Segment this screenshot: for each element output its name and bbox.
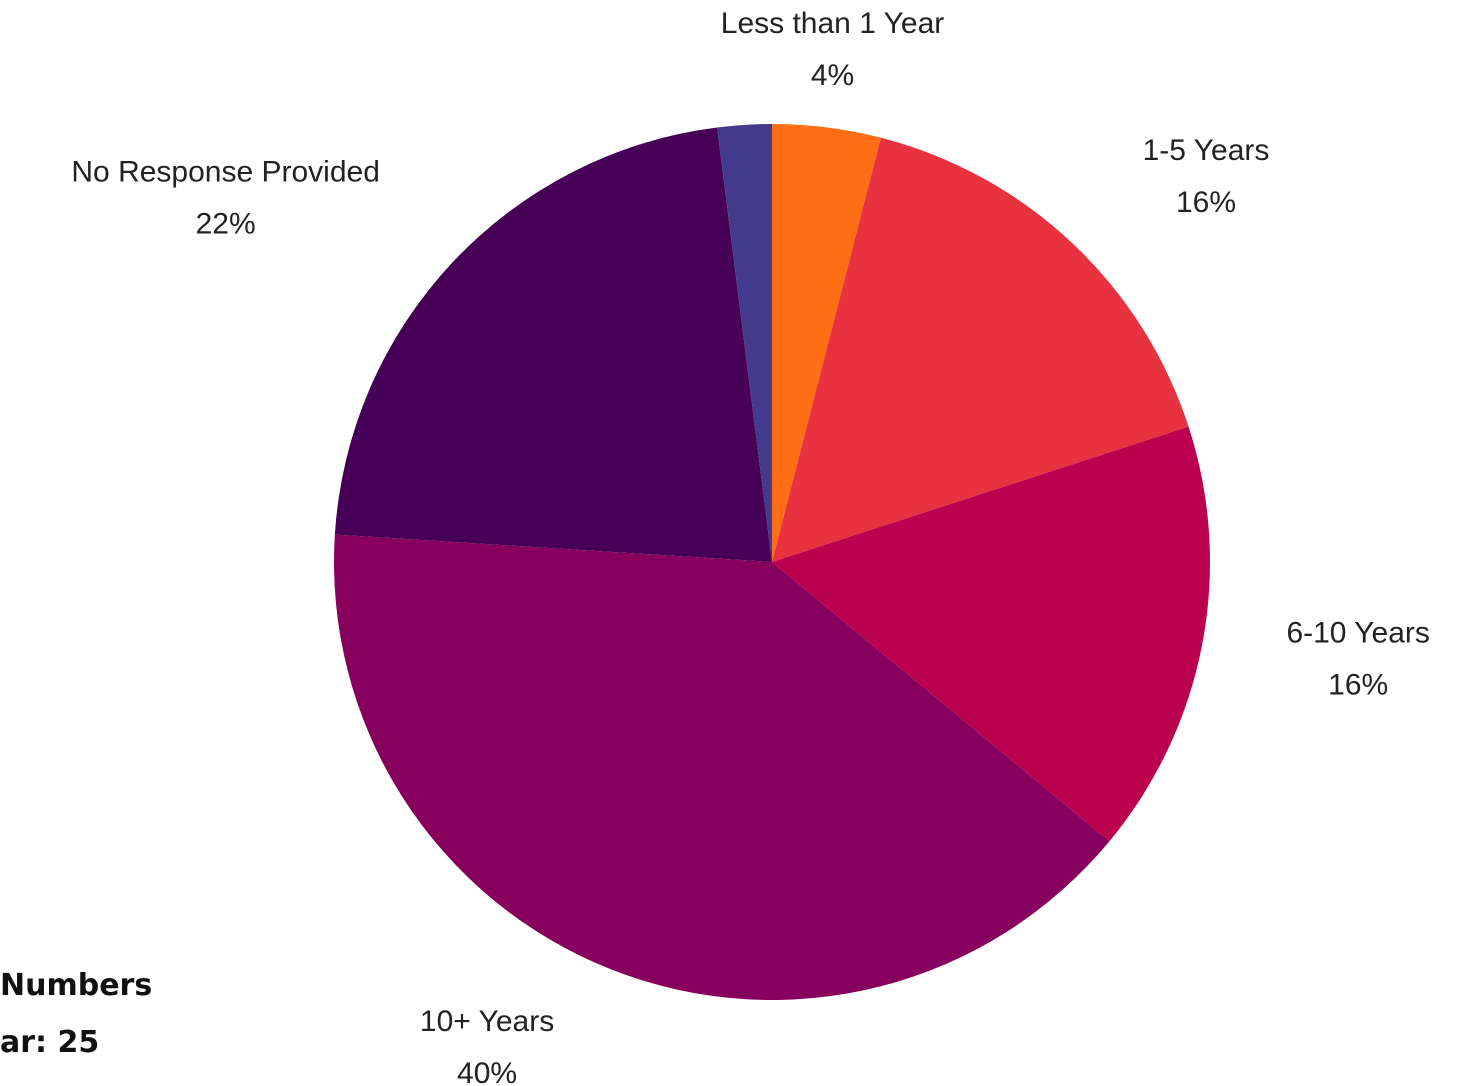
slice-value-label: 40% <box>457 1057 517 1086</box>
note: Numbers <box>0 968 152 1003</box>
pie-slice <box>772 426 1210 842</box>
note: ar: 25 <box>0 1025 99 1060</box>
slice-value-label: 22% <box>196 207 256 240</box>
pie-slice <box>334 127 772 562</box>
slice-value-label: 16% <box>1176 186 1236 219</box>
pie-slice <box>772 137 1189 563</box>
pie-slice <box>717 124 772 562</box>
slice-label: 1-5 Years <box>1143 134 1270 167</box>
slice-label: Less than 1 Year <box>721 7 945 40</box>
pie-slice <box>772 124 881 562</box>
slice-label: No Response Provided <box>71 155 380 188</box>
pie-slice <box>333 534 1110 1000</box>
slice-label: 6-10 Years <box>1286 617 1429 650</box>
slice-value-label: 16% <box>1328 669 1388 702</box>
slice-value-label: 4% <box>811 59 854 92</box>
slice-label: 10+ Years <box>420 1005 554 1038</box>
